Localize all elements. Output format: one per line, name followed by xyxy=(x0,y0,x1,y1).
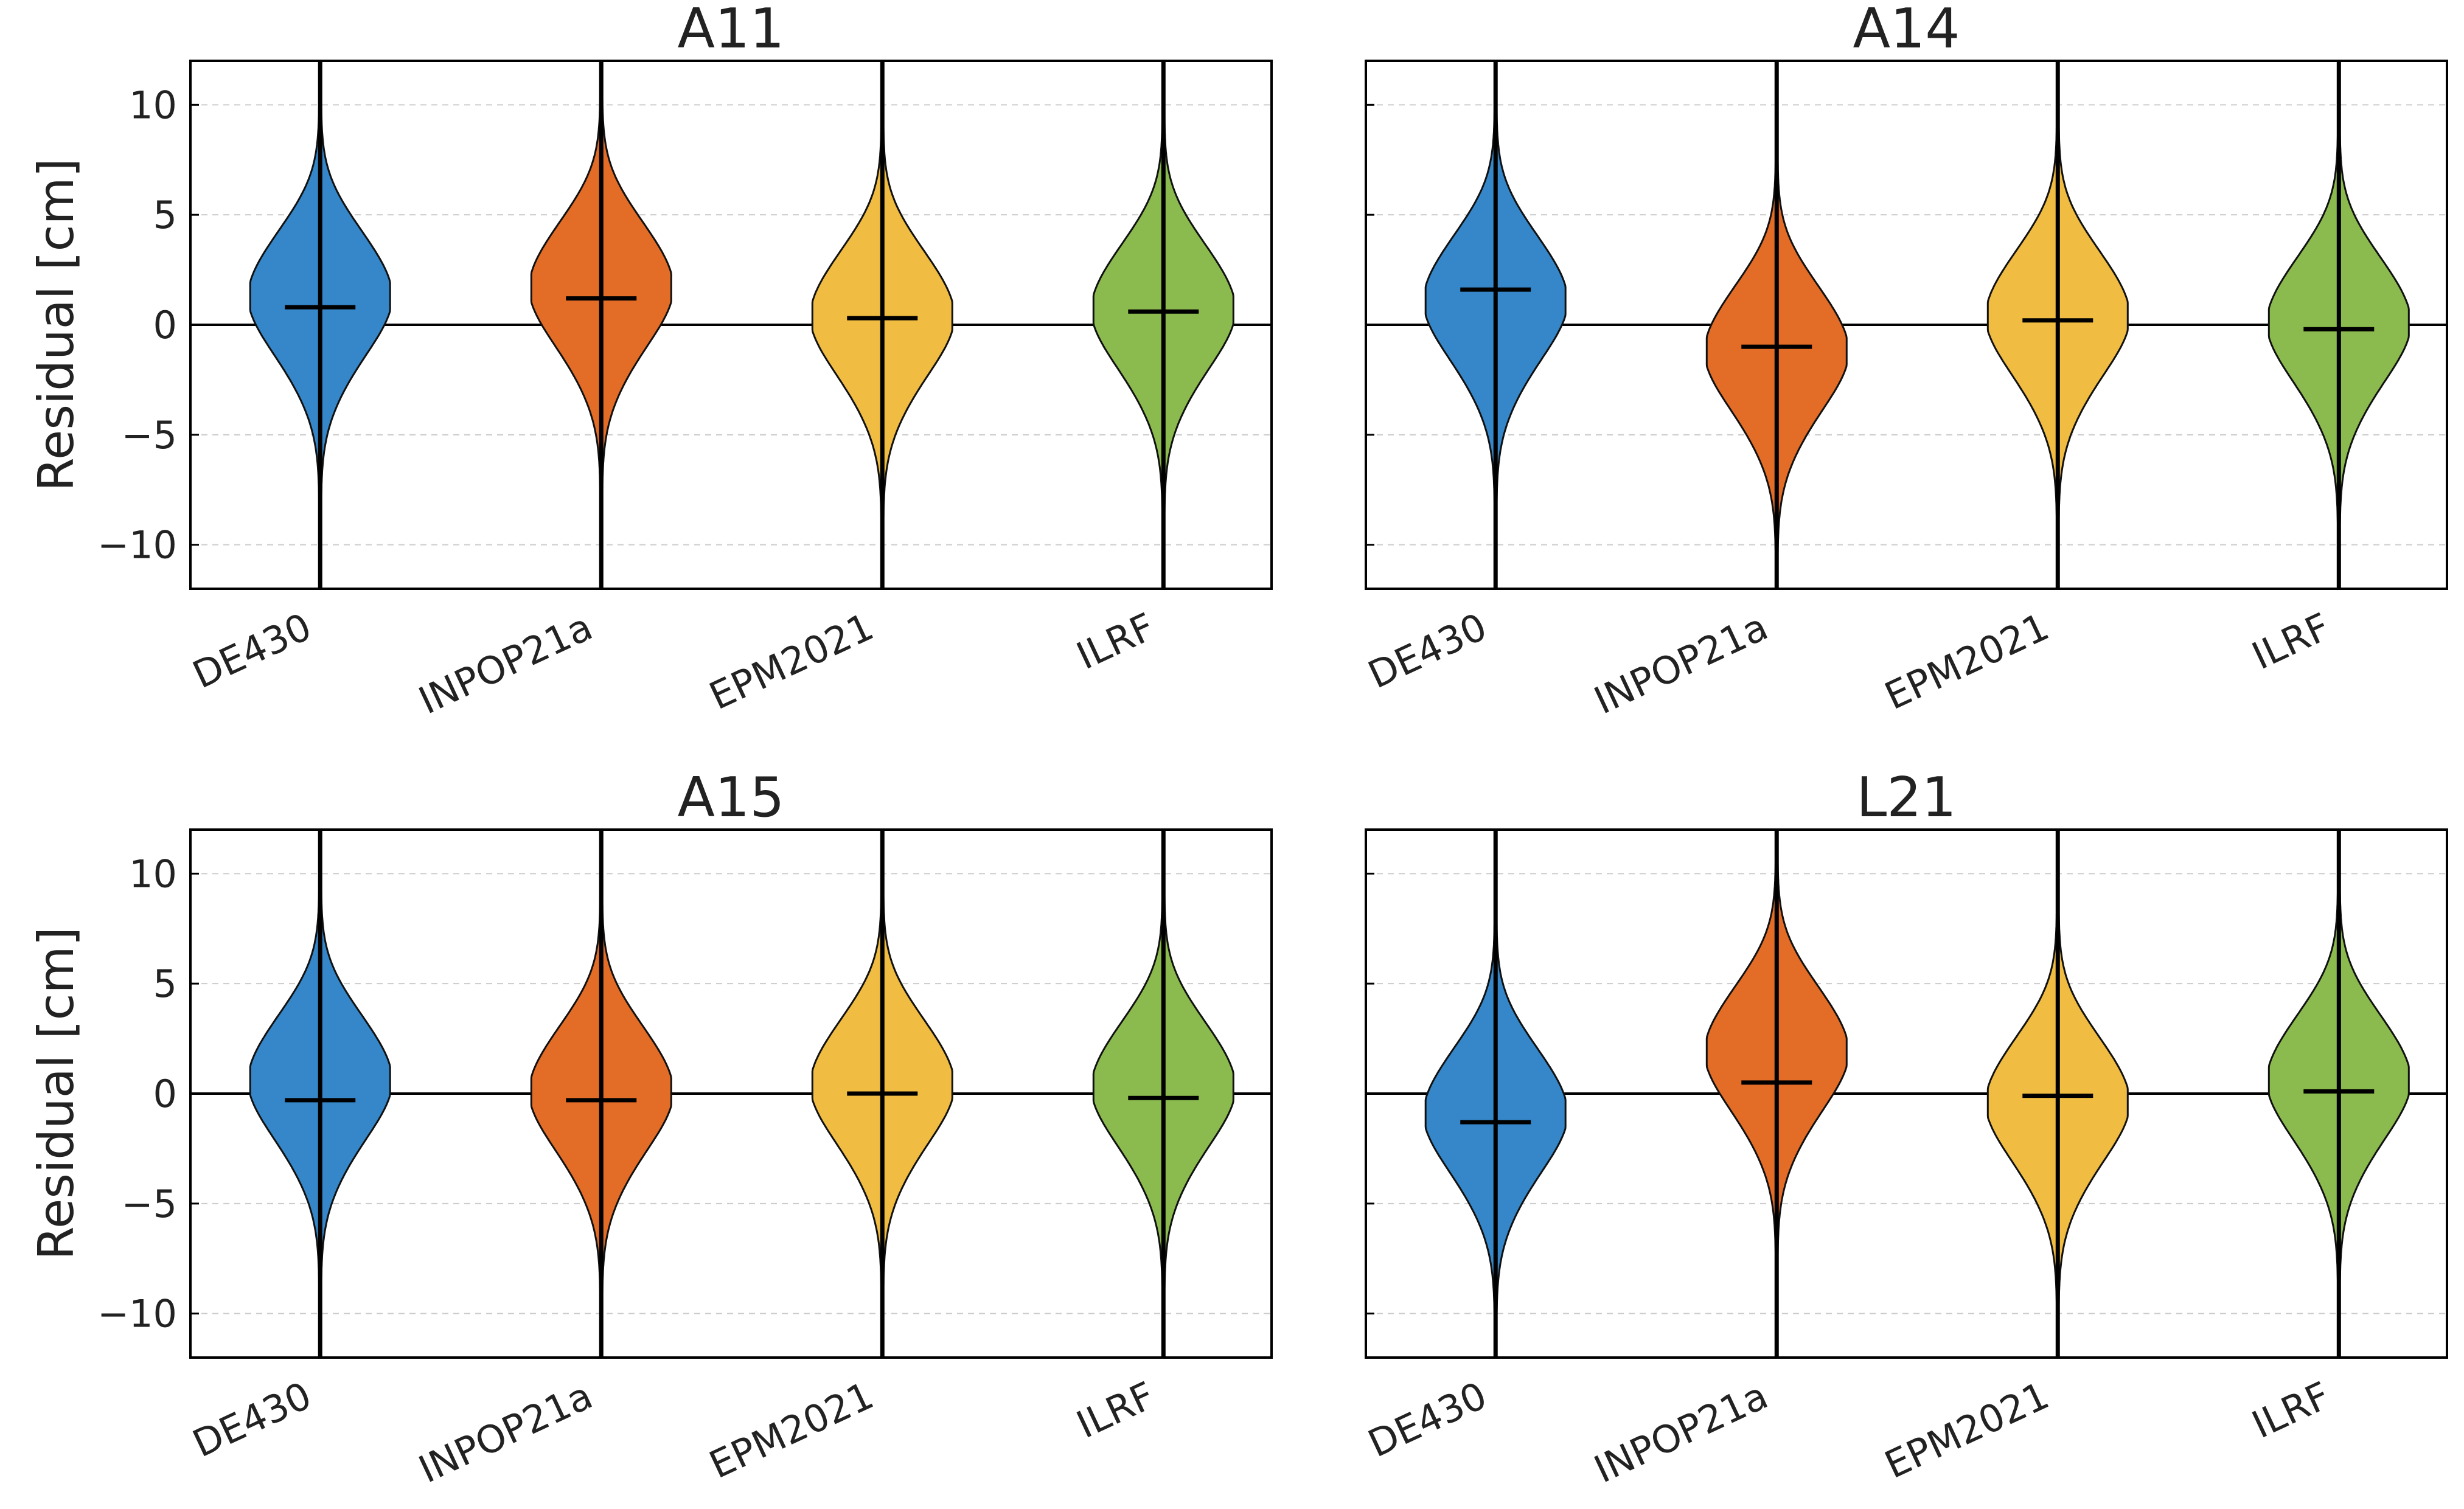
y-tick-label: −10 xyxy=(97,1292,177,1336)
y-tick-label: 10 xyxy=(129,852,177,896)
y-tick-label: −5 xyxy=(122,1182,177,1226)
chart-title: A11 xyxy=(677,0,784,61)
chart-title: L21 xyxy=(1856,766,1957,830)
y-axis-label: Residual [cm] xyxy=(28,927,85,1260)
y-axis-label: Residual [cm] xyxy=(28,158,85,491)
y-tick-label: 10 xyxy=(129,83,177,127)
y-tick-label: 0 xyxy=(153,303,177,347)
y-tick-label: −10 xyxy=(97,523,177,567)
y-tick-label: 0 xyxy=(153,1072,177,1116)
y-tick-label: 5 xyxy=(153,193,177,237)
y-tick-label: −5 xyxy=(122,413,177,457)
y-tick-label: 5 xyxy=(153,962,177,1006)
chart-title: A14 xyxy=(1853,0,1960,61)
chart-title: A15 xyxy=(677,766,784,830)
